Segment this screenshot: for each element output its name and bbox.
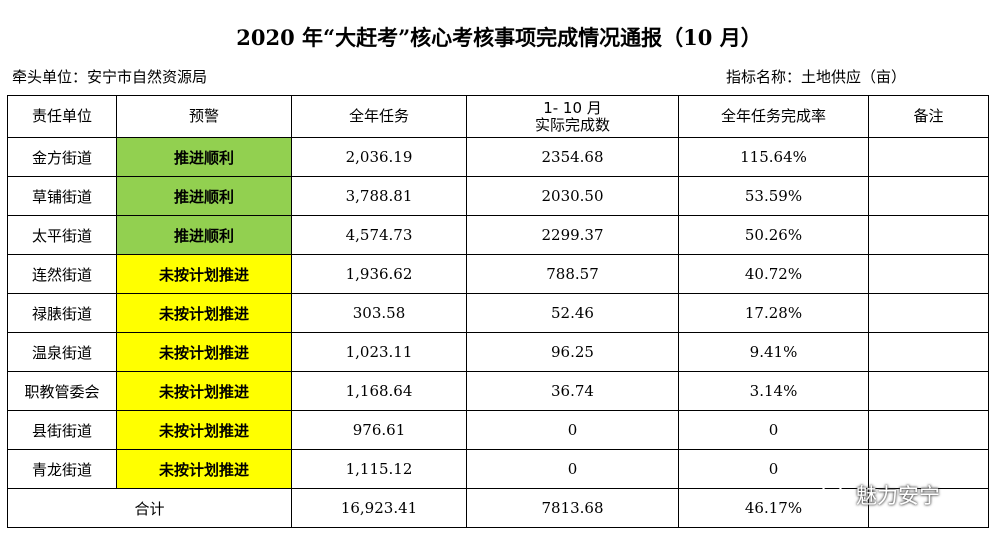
cell-rate: 17.28%	[678, 293, 869, 333]
cell-unit: 草铺街道	[7, 176, 117, 216]
cell-rate: 3.14%	[678, 371, 869, 411]
header-actual: 1- 10 月 实际完成数	[466, 95, 679, 138]
table-row: 职教管委会 未按计划推进 1,168.64 36.74 3.14%	[7, 371, 989, 411]
wechat-icon	[820, 482, 850, 508]
lead-unit: 牵头单位：安宁市自然资源局	[12, 68, 208, 86]
total-remark	[868, 488, 989, 528]
progress-table: 责任单位 预警 全年任务 1- 10 月 实际完成数 全年任务完成率 备注 金方…	[7, 95, 989, 528]
cell-annual-task: 976.61	[291, 410, 467, 450]
cell-annual-task: 303.58	[291, 293, 467, 333]
cell-annual-task: 1,115.12	[291, 449, 467, 489]
total-actual: 7813.68	[466, 488, 679, 528]
header-actual-line2: 实际完成数	[534, 115, 610, 134]
total-rate: 46.17%	[678, 488, 869, 528]
cell-warning: 推进顺利	[116, 176, 292, 216]
cell-remark	[868, 176, 989, 216]
cell-actual: 36.74	[466, 371, 679, 411]
indicator-name: 指标名称：土地供应（亩）	[726, 68, 907, 86]
cell-warning: 未按计划推进	[116, 410, 292, 450]
cell-actual: 2354.68	[466, 137, 679, 177]
cell-remark	[868, 332, 989, 372]
cell-warning: 未按计划推进	[116, 449, 292, 489]
cell-unit: 连然街道	[7, 254, 117, 294]
cell-warning: 未按计划推进	[116, 293, 292, 333]
table-row: 太平街道 推进顺利 4,574.73 2299.37 50.26%	[7, 215, 989, 255]
cell-remark	[868, 410, 989, 450]
cell-annual-task: 1,023.11	[291, 332, 467, 372]
cell-rate: 0	[678, 410, 869, 450]
cell-annual-task: 1,168.64	[291, 371, 467, 411]
cell-actual: 52.46	[466, 293, 679, 333]
cell-annual-task: 1,936.62	[291, 254, 467, 294]
cell-warning: 未按计划推进	[116, 254, 292, 294]
cell-remark	[868, 215, 989, 255]
cell-unit: 职教管委会	[7, 371, 117, 411]
header-unit: 责任单位	[7, 95, 117, 138]
cell-actual: 2299.37	[466, 215, 679, 255]
cell-unit: 县街街道	[7, 410, 117, 450]
cell-unit: 禄脿街道	[7, 293, 117, 333]
watermark-text: 魅力安宁	[856, 484, 940, 508]
cell-warning: 推进顺利	[116, 137, 292, 177]
cell-remark	[868, 293, 989, 333]
table-row: 金方街道 推进顺利 2,036.19 2354.68 115.64%	[7, 137, 989, 177]
cell-rate: 50.26%	[678, 215, 869, 255]
cell-unit: 温泉街道	[7, 332, 117, 372]
cell-rate: 115.64%	[678, 137, 869, 177]
total-row: 合计 16,923.41 7813.68 46.17%	[7, 488, 989, 528]
cell-actual: 2030.50	[466, 176, 679, 216]
cell-actual: 96.25	[466, 332, 679, 372]
header-rate: 全年任务完成率	[678, 95, 869, 138]
cell-remark	[868, 371, 989, 411]
header-warning: 预警	[116, 95, 292, 138]
cell-actual: 0	[466, 449, 679, 489]
table-row: 连然街道 未按计划推进 1,936.62 788.57 40.72%	[7, 254, 989, 294]
cell-annual-task: 2,036.19	[291, 137, 467, 177]
cell-warning: 未按计划推进	[116, 332, 292, 372]
total-label: 合计	[7, 488, 292, 528]
total-task: 16,923.41	[291, 488, 467, 528]
table-row: 县街街道 未按计划推进 976.61 0 0	[7, 410, 989, 450]
cell-remark	[868, 137, 989, 177]
cell-actual: 788.57	[466, 254, 679, 294]
cell-annual-task: 4,574.73	[291, 215, 467, 255]
cell-rate: 0	[678, 449, 869, 489]
table-row: 青龙街道 未按计划推进 1,115.12 0 0	[7, 449, 989, 489]
cell-rate: 9.41%	[678, 332, 869, 372]
cell-warning: 推进顺利	[116, 215, 292, 255]
header-remark: 备注	[868, 95, 989, 138]
table-row: 温泉街道 未按计划推进 1,023.11 96.25 9.41%	[7, 332, 989, 372]
cell-actual: 0	[466, 410, 679, 450]
cell-rate: 53.59%	[678, 176, 869, 216]
cell-unit: 青龙街道	[7, 449, 117, 489]
cell-unit: 金方街道	[7, 137, 117, 177]
cell-rate: 40.72%	[678, 254, 869, 294]
cell-annual-task: 3,788.81	[291, 176, 467, 216]
header-actual-line1: 1- 10 月	[543, 98, 602, 117]
wechat-watermark: 魅力安宁	[820, 480, 940, 510]
report-title: 2020 年“大赶考”核心考核事项完成情况通报（10 月）	[236, 25, 762, 50]
cell-unit: 太平街道	[7, 215, 117, 255]
table-row: 草铺街道 推进顺利 3,788.81 2030.50 53.59%	[7, 176, 989, 216]
cell-warning: 未按计划推进	[116, 371, 292, 411]
header-annual-task: 全年任务	[291, 95, 467, 138]
cell-remark	[868, 254, 989, 294]
header-row: 责任单位 预警 全年任务 1- 10 月 实际完成数 全年任务完成率 备注	[7, 95, 989, 138]
table-row: 禄脿街道 未按计划推进 303.58 52.46 17.28%	[7, 293, 989, 333]
